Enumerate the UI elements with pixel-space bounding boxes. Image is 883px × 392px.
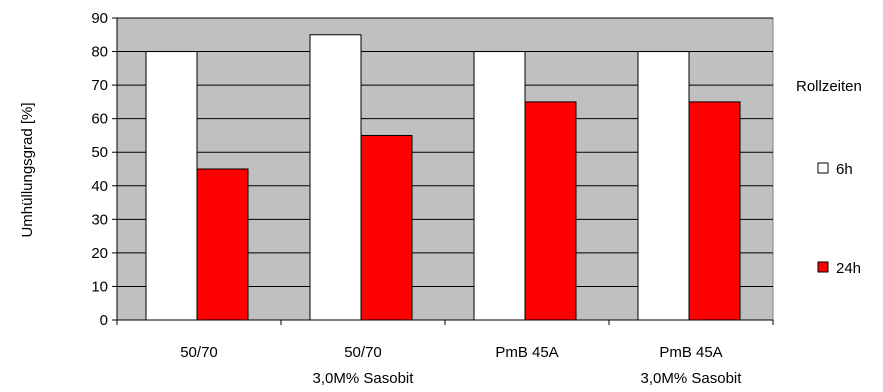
bar-6h-1 [145,51,198,321]
bar-24h-2 [360,134,413,321]
y-tick-label: 20 [91,245,108,262]
y-tick-label: 80 [91,44,108,61]
bar-6h-2 [309,34,362,321]
y-tick-label: 0 [100,312,108,329]
x-tick-label: 3,0M% Sasobit [641,370,743,387]
legend-swatch-6h [817,162,829,174]
bar-6h-3 [473,51,526,321]
bar-24h-1 [196,168,249,321]
y-tick-label: 90 [91,10,108,27]
y-axis: 0 10 20 30 40 50 60 70 80 90 [91,10,118,329]
bar-24h-3 [524,101,577,321]
legend-label-6h: 6h [836,161,853,178]
bar-24h-4 [688,101,741,321]
bar-6h-4 [637,51,690,321]
legend-swatch-24h [817,261,829,273]
x-tick-label: PmB 45A [659,344,722,361]
y-tick-label: 30 [91,211,108,228]
x-tick-label: 50/70 [344,344,382,361]
legend: Rollzeiten 6h 24h [796,78,862,277]
y-axis-label: Umhüllungsgrad [%] [19,102,36,237]
x-tick-label: PmB 45A [495,344,558,361]
y-tick-label: 40 [91,178,108,195]
y-tick-label: 70 [91,77,108,94]
y-tick-label: 10 [91,278,108,295]
legend-title: Rollzeiten [796,78,862,95]
y-tick-label: 60 [91,111,108,128]
x-axis: 50/70 50/70 3,0M% Sasobit PmB 45A PmB 45A 3,0… [116,319,774,387]
x-tick-label: 50/70 [180,344,218,361]
x-tick-label: 3,0M% Sasobit [313,370,415,387]
y-tick-label: 50 [91,144,108,161]
plot-area [116,17,774,321]
legend-label-24h: 24h [836,260,861,277]
